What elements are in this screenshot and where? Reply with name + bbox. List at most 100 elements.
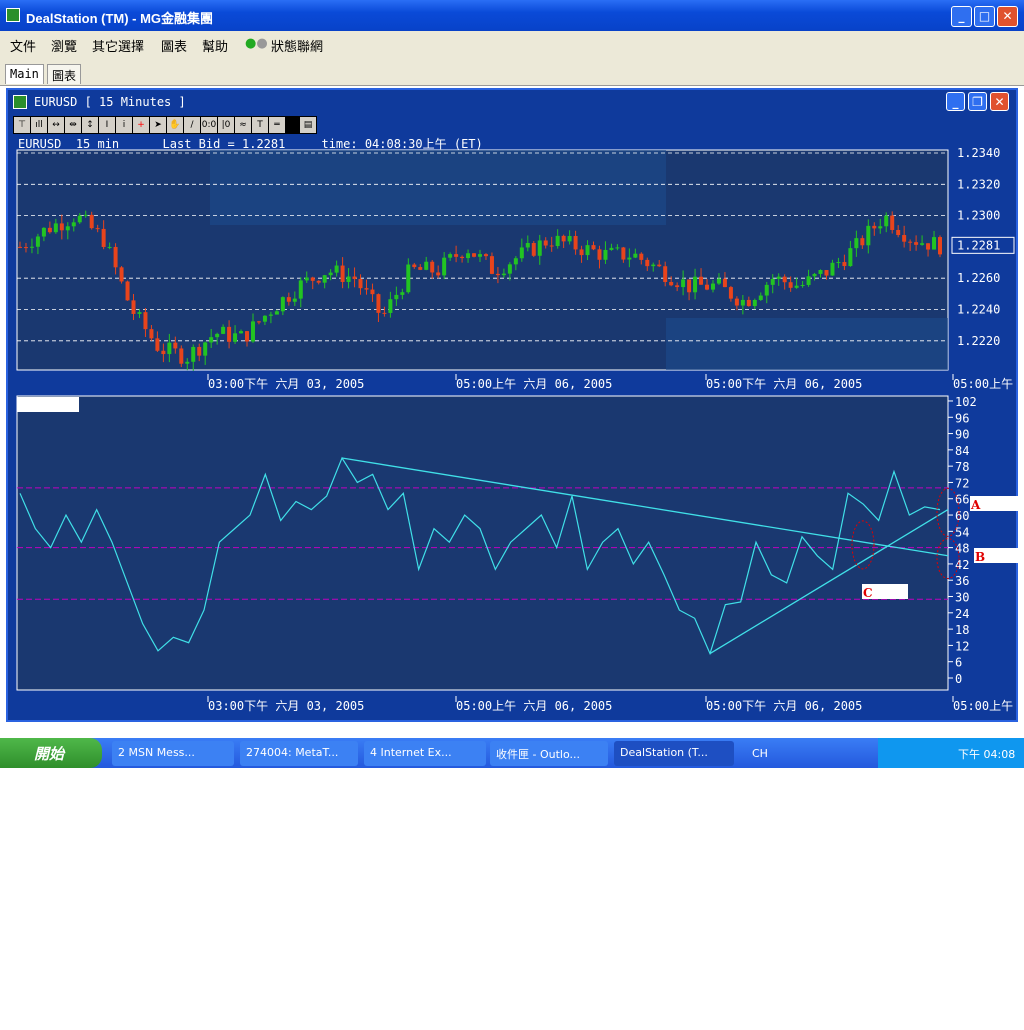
candle (364, 279, 369, 295)
candle-body (376, 294, 381, 313)
task-metatrader[interactable]: 274004: MetaT... (240, 741, 358, 766)
candle-body (167, 342, 172, 355)
vertical-label-icon[interactable]: |0 (218, 117, 234, 133)
crosshair-icon[interactable]: + (133, 117, 149, 133)
time-tick-label: 05:00上午 六月 06, 2005 (456, 699, 612, 713)
info-icon[interactable]: i (116, 117, 132, 133)
close-button[interactable]: ✕ (997, 6, 1018, 27)
candle-body (681, 279, 686, 288)
task-internet-explorer[interactable]: 4 Internet Ex... (364, 741, 486, 766)
trendline (709, 509, 949, 655)
candle-body (268, 314, 273, 316)
candle-body (848, 248, 853, 267)
line-tool-icon[interactable]: / (184, 117, 200, 133)
candle (489, 252, 494, 275)
candle-body (495, 273, 500, 276)
candle-body (400, 292, 405, 295)
task-msn[interactable]: 2 MSN Mess... (112, 741, 234, 766)
candle (161, 343, 166, 363)
candle (185, 358, 190, 371)
candle (358, 274, 363, 295)
candle (932, 230, 937, 250)
tab-main[interactable]: Main (5, 64, 44, 84)
candle-body (322, 275, 327, 283)
candle (495, 267, 500, 284)
candle (722, 272, 727, 288)
candle (340, 257, 345, 289)
candle (920, 235, 925, 246)
shrink-vertical-icon[interactable]: I (99, 117, 115, 133)
info-last-bid: Last Bid = 1.2281 (162, 137, 286, 151)
time-tick-label: 03:00下午 六月 03, 2005 (208, 377, 364, 391)
start-button[interactable]: 開始 (0, 738, 102, 768)
candle (633, 248, 638, 259)
tab-charts[interactable]: 圖表 (47, 64, 82, 84)
menu-help[interactable]: 幫助 (202, 40, 229, 55)
chart-minimize-button[interactable]: _ (946, 92, 965, 111)
candle-body (364, 288, 369, 290)
candle-body (669, 281, 674, 286)
candle (137, 309, 142, 319)
pointer-icon[interactable]: ➤ (150, 117, 166, 133)
candle (274, 309, 279, 315)
candle (203, 341, 208, 365)
candle-body (131, 300, 136, 314)
osc-tick-label: 84 (955, 444, 969, 458)
osc-tick-label: 102 (955, 395, 977, 409)
price-tick-label: 1.2340 (957, 146, 1000, 160)
candle-body (65, 226, 70, 231)
text-icon[interactable]: T (252, 117, 268, 133)
task-dealstation[interactable]: DealStation (T... (614, 741, 734, 766)
menu-charts[interactable]: 圖表 (161, 40, 188, 55)
tab-bar: Main 圖表 (0, 58, 1024, 86)
menu-connection-status[interactable]: 狀態聯網 (271, 40, 324, 55)
candle-body (812, 273, 817, 277)
candle-body (155, 338, 160, 351)
candle (854, 230, 859, 257)
candle (818, 269, 823, 278)
expand-horizontal-icon[interactable]: ↔ (48, 117, 64, 133)
menu-view[interactable]: 瀏覽 (51, 40, 78, 55)
candle-body (914, 242, 919, 245)
info-symbol: EURUSD (18, 137, 62, 151)
chart-restore-button[interactable]: ❐ (968, 92, 987, 111)
minimize-button[interactable]: _ (951, 6, 972, 27)
candle-body (436, 272, 441, 276)
candle-body (418, 267, 423, 270)
maximize-button[interactable]: □ (974, 6, 995, 27)
candle (830, 259, 835, 276)
candle-body (740, 299, 745, 306)
candle (292, 291, 297, 306)
time-tick-label: 05:00上午 (953, 377, 1013, 391)
candle-body (483, 254, 488, 257)
annotation-circle (936, 537, 960, 579)
candle (746, 296, 751, 307)
candle-body (824, 270, 829, 276)
osc-tick-label: 0 (955, 672, 962, 686)
candle (896, 225, 901, 238)
candle-body (83, 214, 88, 216)
candle (334, 260, 339, 277)
candle-body (842, 262, 847, 267)
chart-window-title: EURUSD [ 15 Minutes ] (34, 95, 186, 109)
menu-options[interactable]: 其它選擇 (92, 40, 145, 55)
candle (18, 241, 22, 249)
pin-icon[interactable]: ⊤ (14, 117, 30, 133)
properties-icon[interactable]: ▤ (300, 117, 316, 133)
expand-vertical-icon[interactable]: ↕ (82, 117, 98, 133)
menu-file[interactable]: 文件 (10, 40, 37, 55)
candle-body (585, 245, 590, 256)
candle-body (555, 235, 560, 247)
task-outlook[interactable]: 收件匣 - Outlo... (490, 741, 608, 766)
indicator-icon[interactable]: ≈ (235, 117, 251, 133)
language-indicator[interactable]: CH (752, 747, 768, 760)
shrink-horizontal-icon[interactable]: ⇹ (65, 117, 81, 133)
horizontal-line-icon[interactable]: ═ (269, 117, 285, 133)
horizontal-label-icon[interactable]: 0:0 (201, 117, 217, 133)
chart-close-button[interactable]: ✕ (990, 92, 1009, 111)
candle-body (173, 342, 178, 349)
bar-chart-icon[interactable]: ıll (31, 117, 47, 133)
osc-tick-label: 96 (955, 411, 969, 425)
hand-icon[interactable]: ✋ (167, 117, 183, 133)
candle-body (280, 297, 285, 312)
